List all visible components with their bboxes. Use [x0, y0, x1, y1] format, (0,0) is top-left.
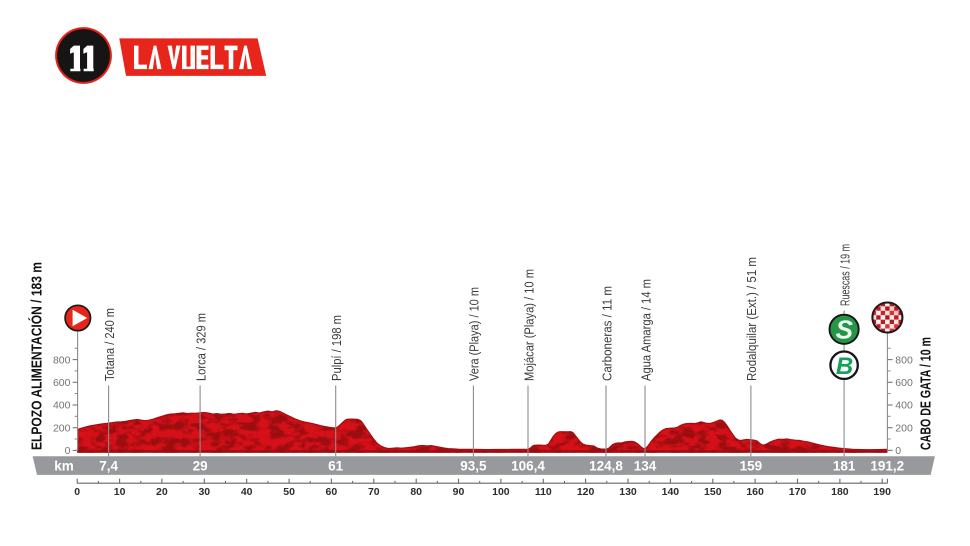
svg-text:90: 90 — [453, 486, 465, 498]
svg-text:600: 600 — [895, 377, 913, 389]
svg-text:Totana / 240 m: Totana / 240 m — [103, 308, 117, 381]
svg-text:Rodalquilar (Ext.) / 51 m: Rodalquilar (Ext.) / 51 m — [745, 257, 759, 381]
svg-text:110: 110 — [535, 486, 552, 498]
svg-text:Pulpí / 198 m: Pulpí / 198 m — [330, 315, 344, 381]
svg-text:10: 10 — [114, 486, 126, 498]
svg-text:80: 80 — [410, 486, 422, 498]
svg-text:100: 100 — [492, 486, 510, 498]
svg-text:70: 70 — [368, 486, 380, 498]
svg-text:130: 130 — [619, 486, 637, 498]
svg-text:200: 200 — [895, 422, 913, 434]
svg-text:Mojácar (Playa) / 10 m: Mojácar (Playa) / 10 m — [522, 269, 536, 381]
svg-text:Vera (Playa) / 10 m: Vera (Playa) / 10 m — [468, 287, 482, 381]
svg-text:7,4: 7,4 — [99, 458, 118, 473]
svg-text:60: 60 — [326, 486, 338, 498]
svg-text:93,5: 93,5 — [460, 458, 487, 473]
svg-text:0: 0 — [895, 445, 901, 457]
svg-text:191,2: 191,2 — [870, 458, 904, 473]
svg-text:20: 20 — [156, 486, 168, 498]
svg-text:170: 170 — [789, 486, 807, 498]
svg-text:800: 800 — [895, 354, 913, 366]
svg-text:0: 0 — [65, 445, 71, 457]
svg-text:190: 190 — [873, 486, 891, 498]
svg-text:800: 800 — [53, 354, 71, 366]
svg-text:400: 400 — [53, 400, 71, 412]
svg-text:30: 30 — [198, 486, 210, 498]
svg-text:400: 400 — [895, 400, 913, 412]
svg-text:Lorca / 329 m: Lorca / 329 m — [194, 313, 208, 381]
svg-text:S: S — [836, 315, 854, 345]
svg-text:Ruescas / 19 m: Ruescas / 19 m — [838, 244, 852, 306]
svg-text:Agua Amarga / 14 m: Agua Amarga / 14 m — [639, 279, 653, 381]
svg-text:181: 181 — [833, 458, 856, 473]
svg-text:120: 120 — [577, 486, 595, 498]
svg-text:ELPOZO ALIMENTACIÓN / 183 m: ELPOZO ALIMENTACIÓN / 183 m — [28, 262, 46, 450]
svg-text:0: 0 — [74, 486, 80, 498]
svg-text:B: B — [836, 353, 853, 380]
svg-text:61: 61 — [328, 458, 344, 473]
svg-text:29: 29 — [193, 458, 208, 473]
svg-text:CABO DE GATA / 10 m: CABO DE GATA / 10 m — [918, 337, 935, 450]
svg-text:200: 200 — [53, 422, 71, 434]
svg-text:40: 40 — [241, 486, 253, 498]
svg-text:159: 159 — [740, 458, 763, 473]
svg-text:124,8: 124,8 — [589, 458, 623, 473]
svg-text:600: 600 — [53, 377, 71, 389]
svg-text:160: 160 — [746, 486, 764, 498]
svg-text:140: 140 — [662, 486, 680, 498]
svg-text:Carboneras / 11 m: Carboneras / 11 m — [600, 286, 614, 381]
svg-text:106,4: 106,4 — [511, 458, 545, 473]
svg-text:50: 50 — [283, 486, 295, 498]
svg-text:km: km — [54, 458, 74, 473]
svg-text:180: 180 — [831, 486, 849, 498]
svg-text:150: 150 — [704, 486, 722, 498]
svg-text:134: 134 — [634, 458, 657, 473]
